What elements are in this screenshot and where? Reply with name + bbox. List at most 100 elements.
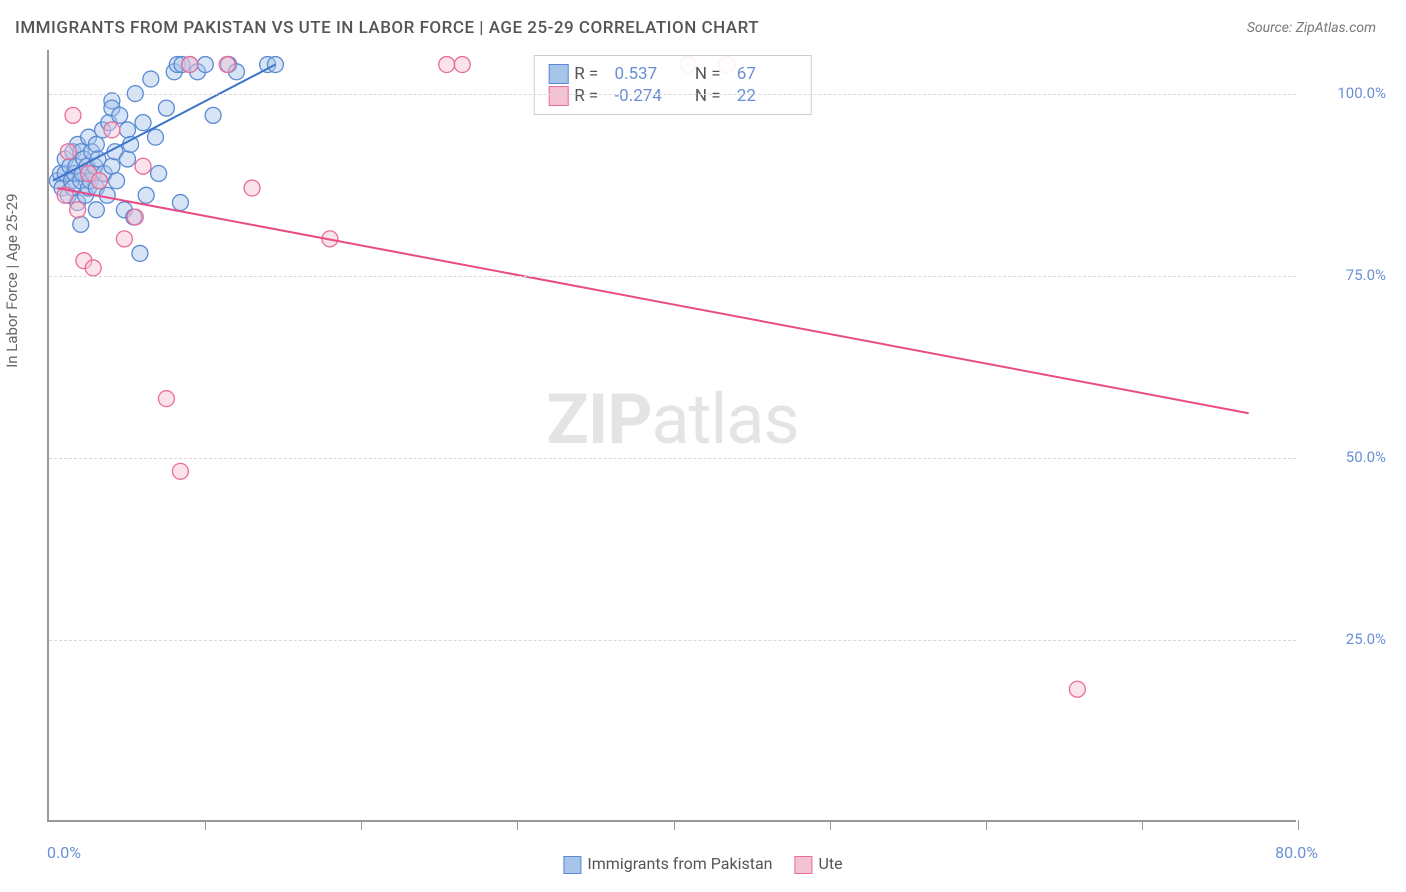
data-point: [322, 231, 338, 247]
gridline: [49, 94, 1296, 95]
data-point: [104, 93, 120, 109]
legend-r-label: R =: [574, 86, 598, 106]
legend-n-label: N =: [695, 86, 721, 106]
x-tick: [205, 820, 206, 830]
data-point: [63, 173, 79, 189]
data-point: [60, 144, 76, 160]
data-point: [123, 136, 139, 152]
data-point: [91, 173, 107, 189]
x-tick: [1142, 820, 1143, 830]
data-point: [57, 166, 73, 182]
data-point: [73, 144, 89, 160]
data-point: [95, 122, 111, 138]
x-tick: [517, 820, 518, 830]
data-point: [119, 122, 135, 138]
data-point: [260, 57, 276, 73]
data-point: [85, 260, 101, 276]
legend-swatch: [563, 856, 581, 874]
data-point: [151, 166, 167, 182]
data-point: [76, 253, 92, 269]
scatter-svg: [49, 50, 1296, 820]
data-point: [112, 107, 128, 123]
data-point: [119, 151, 135, 167]
data-point: [73, 173, 89, 189]
gridline: [49, 640, 1296, 641]
data-point: [70, 202, 86, 218]
data-point: [107, 144, 123, 160]
data-point: [116, 231, 132, 247]
data-point: [82, 173, 98, 189]
data-point: [116, 202, 132, 218]
legend-item: Immigrants from Pakistan: [563, 854, 772, 874]
data-point: [135, 115, 151, 131]
data-point: [65, 107, 81, 123]
x-axis-min-label: 0.0%: [47, 843, 81, 862]
data-point: [127, 209, 143, 225]
legend-bottom: Immigrants from Pakistan Ute: [563, 854, 842, 874]
chart-title: IMMIGRANTS FROM PAKISTAN VS UTE IN LABOR…: [15, 18, 759, 38]
legend-stat-row: R = 0.537 N = 67: [548, 64, 797, 84]
x-axis-max-label: 80.0%: [1275, 843, 1318, 862]
data-point: [172, 463, 188, 479]
data-point: [166, 64, 182, 80]
data-point: [138, 187, 154, 203]
data-point: [267, 57, 283, 73]
data-point: [81, 166, 97, 182]
watermark-zip: ZIP: [546, 379, 651, 461]
data-point: [54, 180, 70, 196]
data-point: [74, 166, 90, 182]
data-point: [73, 216, 89, 232]
data-point: [49, 173, 65, 189]
data-point: [81, 180, 97, 196]
data-point: [148, 129, 164, 145]
watermark: ZIPatlas: [546, 379, 798, 461]
gridline: [49, 458, 1296, 459]
legend-r-label: R =: [574, 64, 598, 84]
data-point: [104, 122, 120, 138]
data-point: [104, 158, 120, 174]
y-tick-label: 100.0%: [1337, 84, 1386, 102]
data-point: [57, 187, 73, 203]
legend-r-value: -0.274: [614, 86, 674, 106]
data-point: [1069, 681, 1085, 697]
data-point: [90, 151, 106, 167]
data-point: [229, 64, 245, 80]
gridline: [49, 276, 1296, 277]
watermark-atlas: atlas: [651, 379, 798, 461]
data-point: [85, 166, 101, 182]
data-point: [60, 187, 76, 203]
data-point: [67, 166, 83, 182]
data-point: [158, 100, 174, 116]
data-point: [70, 136, 86, 152]
data-point: [244, 180, 260, 196]
y-tick-label: 25.0%: [1346, 630, 1386, 648]
data-point: [190, 64, 206, 80]
data-point: [132, 245, 148, 261]
data-point: [182, 57, 198, 73]
data-point: [81, 129, 97, 145]
y-axis-title: In Labor Force | Age 25-29: [3, 193, 21, 367]
data-point: [91, 173, 107, 189]
legend-n-value: 22: [737, 86, 797, 106]
data-point: [77, 187, 93, 203]
legend-swatch: [548, 64, 568, 84]
data-point: [135, 158, 151, 174]
data-point: [221, 57, 237, 73]
legend-swatch: [795, 856, 813, 874]
y-tick-label: 50.0%: [1346, 448, 1386, 466]
data-point: [53, 166, 69, 182]
x-tick: [674, 820, 675, 830]
data-point: [62, 158, 78, 174]
legend-stat-row: R = -0.274 N = 22: [548, 86, 797, 106]
x-tick: [361, 820, 362, 830]
chart-container: IMMIGRANTS FROM PAKISTAN VS UTE IN LABOR…: [0, 0, 1406, 892]
legend-n-value: 67: [737, 64, 797, 84]
plot-area: ZIPatlas R = 0.537 N = 67R = -0.274 N = …: [47, 50, 1296, 822]
data-point: [169, 57, 185, 73]
data-point: [174, 57, 190, 73]
legend-label: Ute: [819, 854, 843, 873]
data-point: [219, 57, 235, 73]
data-point: [70, 195, 86, 211]
data-point: [88, 136, 104, 152]
x-tick: [830, 820, 831, 830]
